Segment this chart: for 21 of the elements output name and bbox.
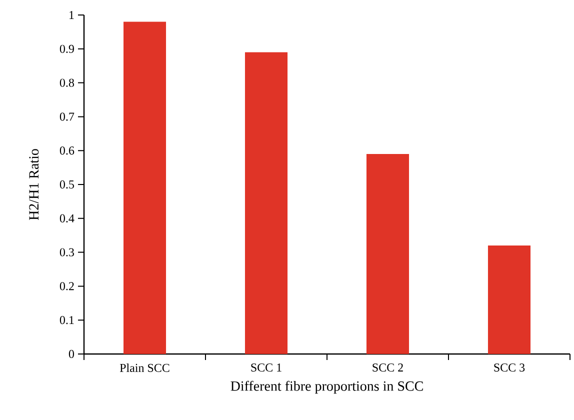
y-tick-label: 0.4 [60, 214, 74, 222]
bar [123, 22, 166, 354]
bar [488, 246, 531, 354]
x-axis-title: Different fibre proportions in SCC [230, 380, 423, 394]
y-tick-label: 0 [68, 350, 74, 358]
bar [244, 52, 288, 354]
y-tick-label: 0.7 [60, 112, 74, 121]
y-tick-label: 0.8 [60, 78, 74, 87]
y-tick-label: 0.9 [60, 44, 74, 53]
y-tick-label: 0.6 [60, 146, 74, 155]
y-tick-label: 1 [70, 11, 74, 19]
x-tick-label: SCC 2 [372, 364, 403, 372]
x-tick-label: SCC 3 [494, 364, 525, 372]
x-tick-label: Plain SCC [120, 364, 170, 372]
y-tick-label: 0.1 [60, 316, 74, 324]
x-tick-label: SCC 1 [251, 364, 282, 372]
y-tick-label: 0.5 [60, 180, 74, 189]
y-tick-label: 0.3 [60, 248, 74, 256]
y-axis-title: H2/H1 Ratio [29, 149, 39, 220]
bar [366, 154, 410, 354]
y-tick-label: 0.2 [60, 282, 74, 290]
